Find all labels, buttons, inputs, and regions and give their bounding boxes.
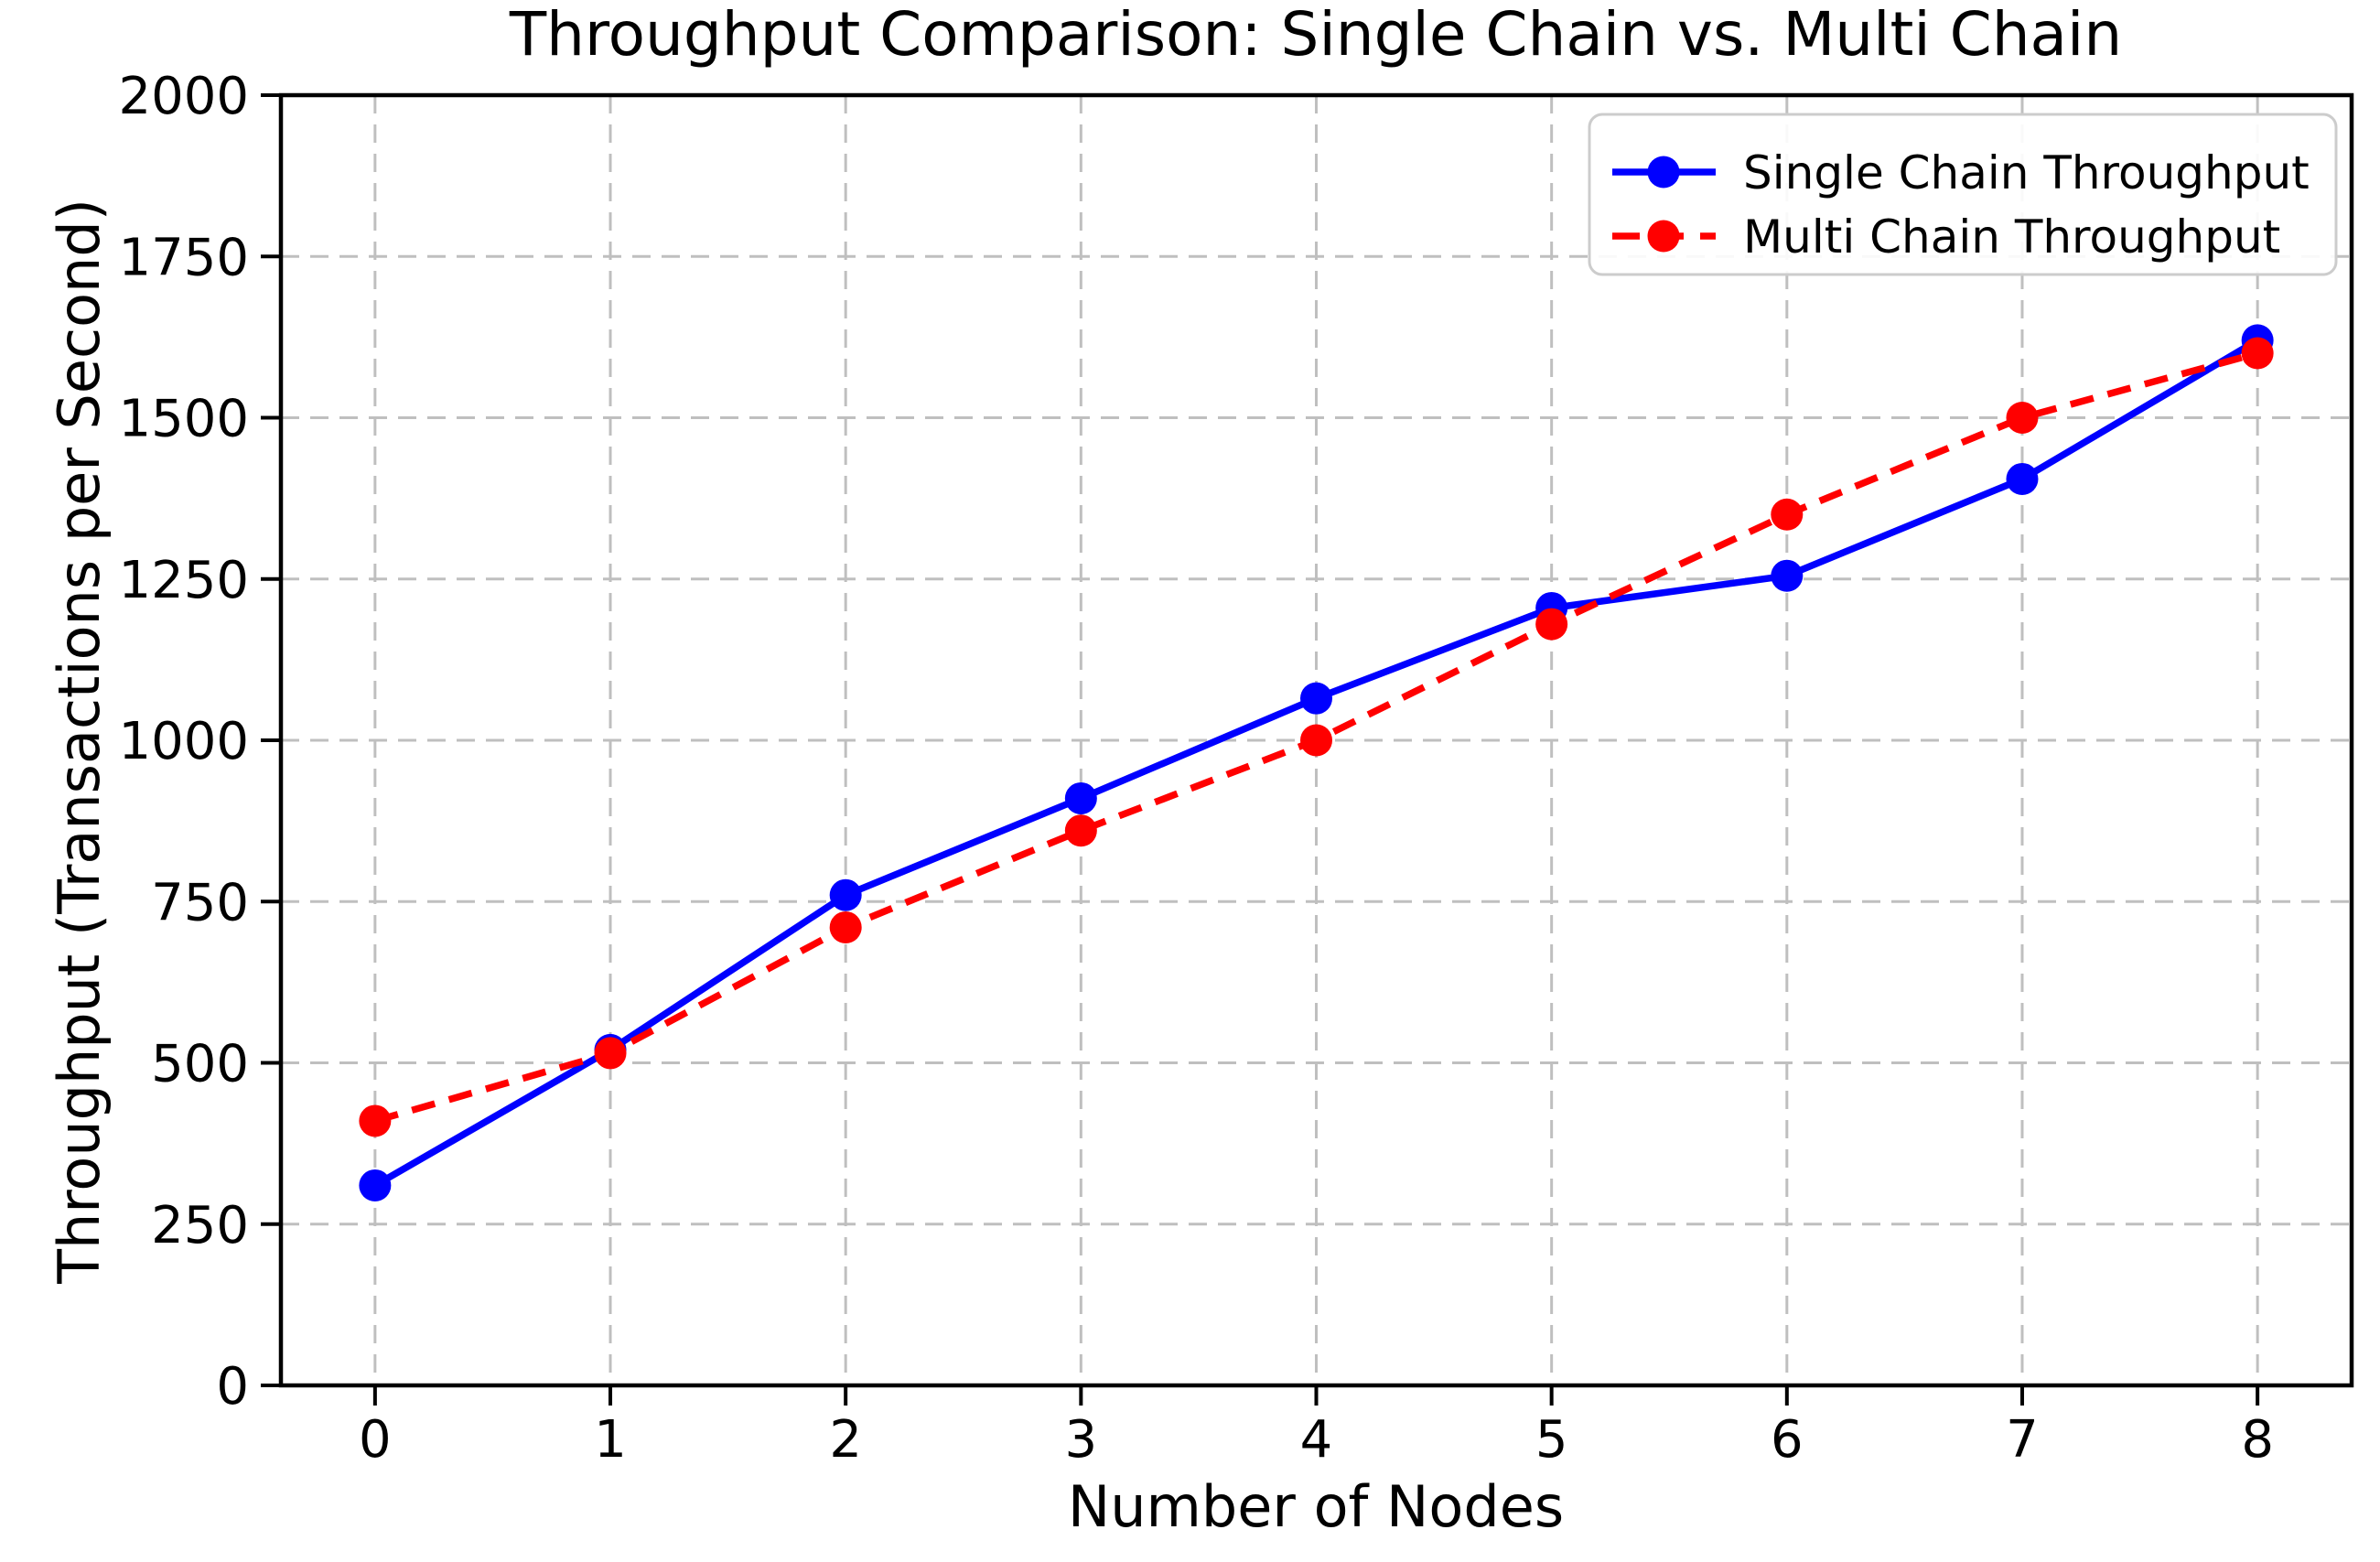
data-point-multi-chain-throughput-x6 bbox=[1771, 498, 1804, 531]
y-tick-label-750: 750 bbox=[151, 873, 249, 932]
y-axis-label: Throughput (Transactions per Second) bbox=[46, 199, 113, 1285]
line-single-chain-throughput bbox=[372, 337, 2260, 1189]
data-point-multi-chain-throughput-x7 bbox=[2006, 402, 2039, 434]
data-point-single-chain-throughput-x2 bbox=[829, 878, 862, 911]
data-point-multi-chain-throughput-x4 bbox=[1300, 724, 1332, 757]
data-point-single-chain-throughput-x7 bbox=[2006, 462, 2039, 495]
legend: Single Chain Throughput Multi Chain Throu… bbox=[1588, 113, 2338, 276]
y-tick-label-500: 500 bbox=[151, 1035, 249, 1094]
x-tick-label-4: 4 bbox=[1300, 1410, 1333, 1470]
data-point-multi-chain-throughput-x5 bbox=[1535, 608, 1568, 641]
legend-box bbox=[1588, 113, 2338, 276]
tick-layer: 0 1 2 3 4 5 6 7 8 0 250 500 750 1000 1250 1500 1750 2000 bbox=[118, 67, 2273, 1470]
data-point-single-chain-throughput-x3 bbox=[1064, 781, 1097, 814]
legend-marker-multi-chain-throughput bbox=[1647, 220, 1680, 253]
x-tick-label-0: 0 bbox=[359, 1410, 392, 1470]
data-point-multi-chain-throughput-x3 bbox=[1064, 814, 1097, 847]
x-tick-label-2: 2 bbox=[829, 1410, 862, 1470]
series-layer bbox=[359, 324, 2274, 1201]
data-point-single-chain-throughput-x0 bbox=[359, 1169, 392, 1201]
chart-title: Throughput Comparison: Single Chain vs. … bbox=[509, 0, 2122, 70]
data-point-single-chain-throughput-x4 bbox=[1300, 682, 1332, 715]
x-tick-label-3: 3 bbox=[1065, 1410, 1098, 1470]
y-tick-label-1500: 1500 bbox=[118, 390, 249, 449]
data-point-multi-chain-throughput-x0 bbox=[359, 1104, 392, 1137]
y-tick-label-1250: 1250 bbox=[118, 551, 249, 610]
data-point-multi-chain-throughput-x8 bbox=[2241, 337, 2274, 370]
x-axis-label: Number of Nodes bbox=[1068, 1473, 1564, 1540]
y-tick-label-2000: 2000 bbox=[118, 67, 249, 126]
y-tick-label-0: 0 bbox=[216, 1357, 249, 1417]
y-tick-label-250: 250 bbox=[151, 1196, 249, 1255]
x-tick-label-6: 6 bbox=[1771, 1410, 1804, 1470]
legend-marker-single-chain-throughput bbox=[1647, 156, 1680, 189]
y-tick-label-1000: 1000 bbox=[118, 712, 249, 771]
legend-label-multi-chain-throughput: Multi Chain Throughput bbox=[1743, 210, 2280, 264]
data-point-single-chain-throughput-x6 bbox=[1771, 559, 1804, 592]
x-tick-label-1: 1 bbox=[594, 1410, 627, 1470]
x-tick-label-5: 5 bbox=[1535, 1410, 1568, 1470]
x-tick-label-7: 7 bbox=[2006, 1410, 2039, 1470]
x-tick-label-8: 8 bbox=[2241, 1410, 2274, 1470]
legend-label-single-chain-throughput: Single Chain Throughput bbox=[1743, 146, 2310, 199]
data-point-multi-chain-throughput-x1 bbox=[594, 1037, 627, 1070]
data-point-multi-chain-throughput-x2 bbox=[829, 910, 862, 943]
y-tick-label-1750: 1750 bbox=[118, 228, 249, 287]
